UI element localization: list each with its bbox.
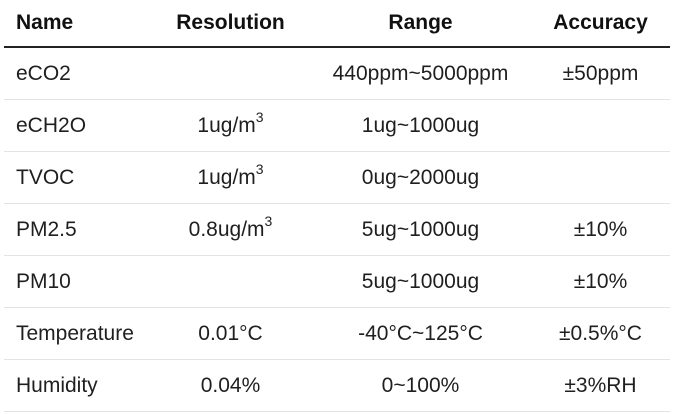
cell-name: Temperature (4, 307, 151, 360)
cell-accuracy: ±50ppm (531, 47, 670, 100)
header-row: Name Resolution Range Accuracy (4, 0, 670, 48)
cell-accuracy: ±3%RH (531, 359, 670, 412)
header-name: Name (4, 0, 151, 48)
cell-range: 0~100% (310, 359, 531, 412)
cell-range: 5ug~1000ug (310, 203, 531, 256)
cell-name: eCH2O (4, 99, 151, 152)
cell-resolution: 0.01°C (151, 307, 310, 360)
table-row: TVOC 1ug/m3 0ug~2000ug (4, 151, 670, 204)
resolution-value: 1ug/m (197, 165, 256, 189)
cell-name: eCO2 (4, 47, 151, 100)
cell-accuracy (531, 151, 670, 204)
header-accuracy: Accuracy (531, 0, 670, 48)
cell-accuracy: ±10% (531, 203, 670, 256)
cell-range: 0ug~2000ug (310, 151, 531, 204)
cell-resolution: 0.8ug/m3 (151, 203, 310, 256)
table-row: Humidity 0.04% 0~100% ±3%RH (4, 359, 670, 412)
resolution-exponent: 3 (255, 108, 264, 125)
cell-accuracy: ±0.5%°C (531, 307, 670, 360)
table-row: PM10 5ug~1000ug ±10% (4, 255, 670, 308)
cell-resolution: 0.04% (151, 359, 310, 412)
cell-name: PM2.5 (4, 203, 151, 256)
cell-range: -40°C~125°C (310, 307, 531, 360)
table-row: eCO2 440ppm~5000ppm ±50ppm (4, 47, 670, 100)
resolution-value: 0.8ug/m (188, 217, 265, 241)
table-header: Name Resolution Range Accuracy (4, 0, 670, 48)
table-row: eCH2O 1ug/m3 1ug~1000ug (4, 99, 670, 152)
cell-resolution: 1ug/m3 (151, 99, 310, 152)
table-row: Temperature 0.01°C -40°C~125°C ±0.5%°C (4, 307, 670, 360)
cell-accuracy (531, 99, 670, 152)
cell-resolution (151, 255, 310, 308)
resolution-value: 0.01°C (198, 321, 263, 345)
cell-name: Humidity (4, 359, 151, 412)
cell-resolution (151, 47, 310, 100)
cell-resolution: 1ug/m3 (151, 151, 310, 204)
resolution-exponent: 3 (255, 160, 264, 177)
resolution-exponent: 3 (264, 212, 273, 229)
cell-name: PM10 (4, 255, 151, 308)
header-resolution: Resolution (151, 0, 310, 48)
cell-name: TVOC (4, 151, 151, 204)
cell-accuracy: ±10% (531, 255, 670, 308)
sensor-spec-table: Name Resolution Range Accuracy eCO2 440p… (4, 0, 670, 412)
cell-range: 440ppm~5000ppm (310, 47, 531, 100)
cell-range: 1ug~1000ug (310, 99, 531, 152)
table-row: PM2.5 0.8ug/m3 5ug~1000ug ±10% (4, 203, 670, 256)
cell-range: 5ug~1000ug (310, 255, 531, 308)
resolution-value: 0.04% (200, 373, 261, 397)
table-body: eCO2 440ppm~5000ppm ±50ppm eCH2O 1ug/m3 … (4, 47, 670, 412)
resolution-value: 1ug/m (197, 113, 256, 137)
header-range: Range (310, 0, 531, 48)
